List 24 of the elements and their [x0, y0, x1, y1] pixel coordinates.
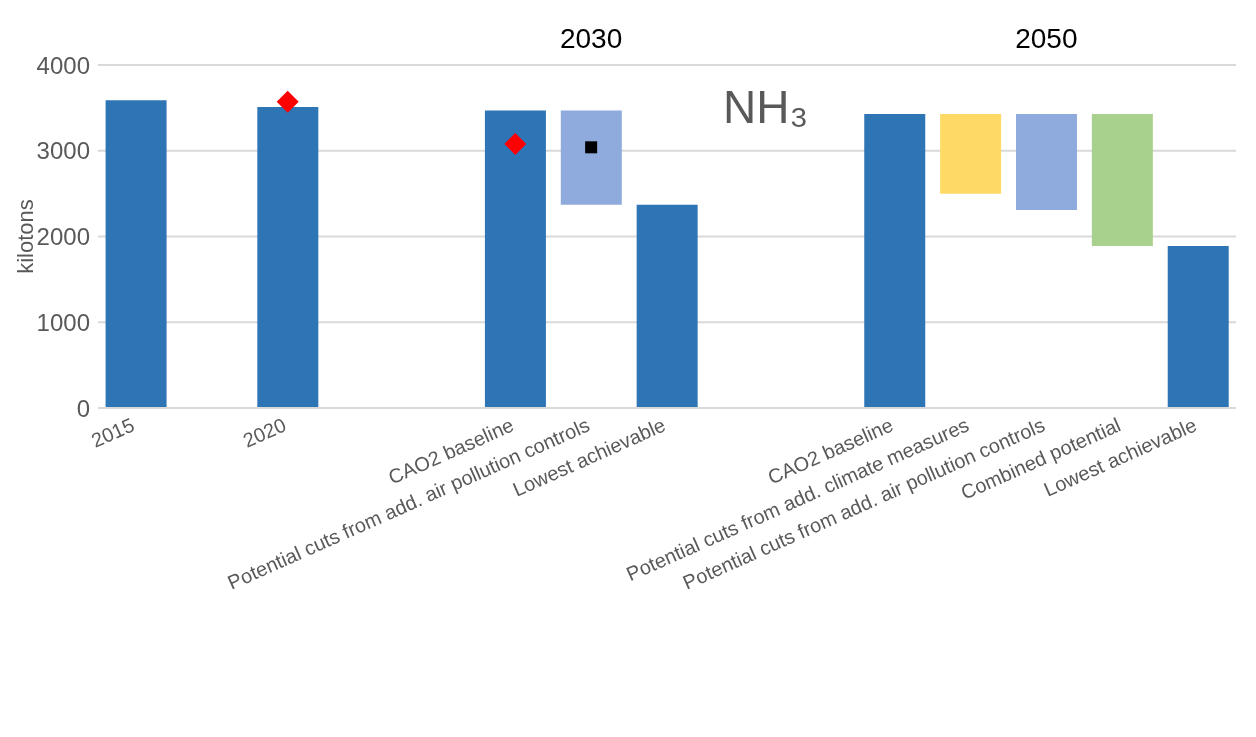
text: 2030 — [559, 22, 623, 56]
bar — [105, 100, 167, 408]
bar — [636, 204, 698, 408]
annotation: NH₃ — [723, 80, 809, 135]
bar — [257, 107, 319, 408]
y-tick-label: 2000 — [36, 223, 90, 251]
bar — [1091, 113, 1153, 246]
bar — [1015, 113, 1077, 210]
bar — [864, 113, 926, 408]
point — [585, 141, 598, 154]
bar — [940, 113, 1002, 194]
bar — [484, 110, 546, 408]
y-tick-label: 0 — [76, 394, 90, 422]
x-tick-label: 2020 — [239, 413, 290, 452]
y-tick-label: 3000 — [36, 137, 90, 165]
bar — [1167, 245, 1229, 408]
y-tick-label: 1000 — [36, 308, 90, 336]
text: 2050 — [1015, 22, 1078, 56]
bar — [560, 110, 622, 205]
y-tick-label: 4000 — [36, 51, 90, 79]
point — [276, 90, 299, 113]
y-axis-title: kilotons — [12, 199, 38, 274]
x-tick-label: 2015 — [87, 413, 138, 452]
point — [504, 132, 527, 155]
